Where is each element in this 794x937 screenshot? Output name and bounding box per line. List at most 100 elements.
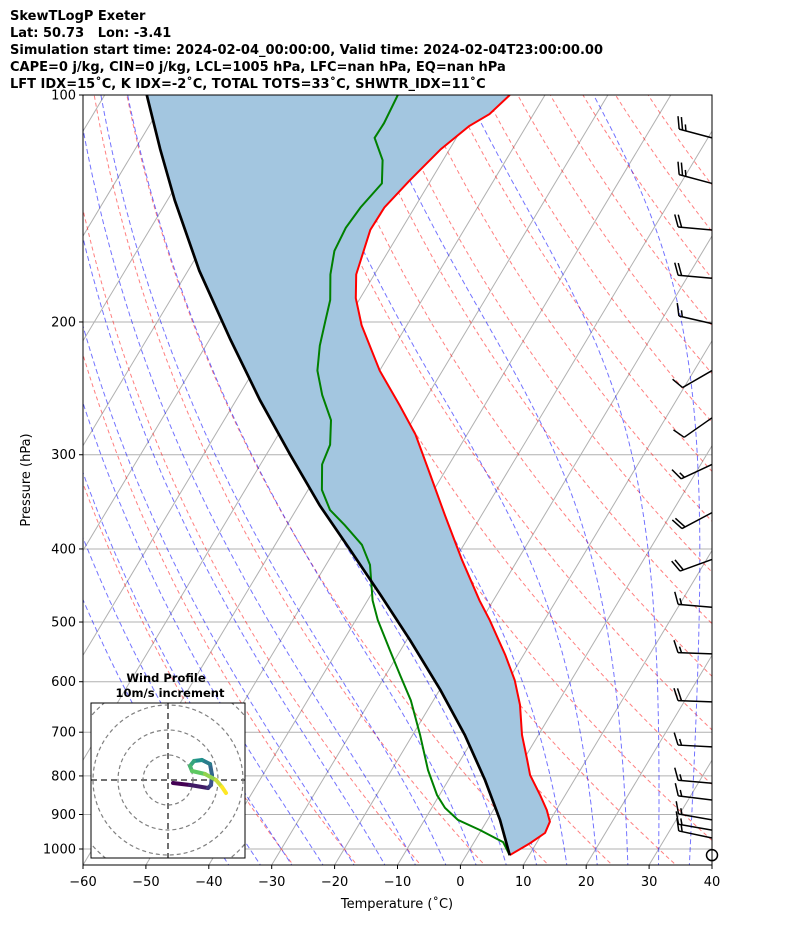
title-line-cape: CAPE=0 j/kg, CIN=0 j/kg, LCL=1005 hPa, L…: [10, 60, 506, 75]
x-tick-label: −40: [195, 875, 222, 890]
wind-barb-full-flag: [675, 801, 680, 815]
wind-barb-half-flag: [680, 825, 683, 832]
wind-barb-full-flag: [673, 429, 685, 438]
dry-adiabat: [582, 95, 712, 280]
hodograph-title: Wind Profile: [126, 671, 206, 685]
y-tick-label: 200: [51, 315, 76, 330]
wind-barb-full-flag: [673, 688, 679, 701]
wind-barb-half-flag: [680, 808, 683, 815]
moist-adiabat: [83, 324, 355, 865]
wind-barb-full-flag: [676, 302, 680, 317]
wind-barb-staff: [678, 274, 713, 279]
isotherm-gridline: [271, 130, 712, 865]
wind-barb: [677, 161, 713, 185]
isotherm-gridline: [459, 444, 712, 865]
wind-barb-full-flag: [674, 767, 679, 781]
moist-adiabat: [83, 471, 293, 865]
moist-adiabat: [100, 95, 447, 865]
x-tick-label: 10: [515, 875, 532, 890]
title-line-station: SkewTLogP Exeter: [10, 9, 146, 24]
wind-barb-full-flag: [673, 732, 679, 746]
wind-barb-full-flag: [677, 262, 683, 276]
moist-adiabat: [83, 235, 386, 865]
x-axis-label: Temperature (˚C): [340, 896, 453, 912]
moist-adiabat: [593, 95, 701, 865]
wind-barb-full-flag: [680, 116, 684, 131]
dewpoint-profile-line: [316, 95, 511, 856]
wind-barb: [673, 732, 713, 748]
dry-adiabat: [419, 95, 712, 523]
moist-adiabat: [83, 125, 417, 865]
wind-barb-staff: [678, 823, 713, 831]
wind-barb: [675, 801, 713, 821]
hodograph-segment: [220, 785, 228, 795]
y-tick-label: 700: [51, 726, 76, 741]
hodograph-segment: [203, 772, 218, 782]
wind-barb-half-flag: [678, 738, 683, 746]
parcel-profile-line: [145, 95, 512, 856]
wind-barb: [671, 463, 713, 480]
wind-barb: [673, 688, 713, 703]
wind-barb-staff: [678, 173, 713, 185]
wind-barb-staff: [678, 128, 713, 139]
dry-adiabat: [83, 207, 422, 865]
x-tick-label: −10: [384, 875, 411, 890]
wind-barb-half-flag: [678, 646, 683, 653]
wind-barb-staff: [678, 830, 713, 839]
dry-adiabat: [452, 95, 712, 473]
wind-barb-staff: [680, 463, 713, 480]
x-tick-label: −30: [258, 875, 285, 890]
wind-barb-half-flag: [680, 310, 684, 317]
wind-barb: [671, 558, 713, 572]
y-tick-label: 100: [51, 89, 76, 104]
wind-barbs: [671, 116, 719, 862]
isotherm-gridline: [585, 654, 712, 865]
hodograph-plot: [91, 703, 245, 858]
wind-barb-staff: [682, 369, 713, 389]
axis-ticks: −60 −50 −40 −30 −20 −10 0 10 20 30 40 100 200 300 400 5…: [43, 89, 720, 891]
isotherm-gridline: [83, 95, 232, 342]
dry-adiabat: [647, 95, 712, 186]
wind-barb-full-flag: [674, 262, 679, 276]
wind-barb-full-flag: [677, 116, 680, 130]
x-tick-label: 30: [641, 875, 658, 890]
wind-barb: [674, 214, 713, 231]
hodograph-segment: [190, 769, 207, 776]
y-axis-label: Pressure (hPa): [19, 433, 34, 526]
wind-barb-full-flag: [671, 469, 682, 480]
wind-barb-full-flag: [671, 519, 683, 530]
isotherm-gridline: [208, 95, 672, 865]
y-tick-label: 500: [51, 616, 76, 631]
dry-adiabat: [614, 95, 712, 233]
wind-barb-half-flag: [679, 472, 685, 478]
x-tick-label: 0: [456, 875, 464, 890]
wind-barb-staff: [677, 699, 713, 703]
isotherm-gridline: [711, 864, 712, 865]
title-line-indices: LFT IDX=15˚C, K IDX=-2˚C, TOTAL TOTS=33˚…: [10, 77, 486, 92]
wind-barb: [671, 511, 713, 530]
moist-adiabat: [127, 95, 477, 865]
x-tick-label: 20: [578, 875, 595, 890]
y-tick-label: 900: [51, 808, 76, 823]
wind-barb-staff: [678, 744, 713, 748]
wind-barb-full-flag: [672, 378, 684, 389]
wind-barb-staff: [679, 558, 713, 572]
wind-barb: [674, 767, 713, 784]
wind-barb-staff: [681, 511, 713, 530]
wind-barb: [673, 417, 713, 438]
wind-barb-full-flag: [671, 560, 681, 572]
wind-barb: [673, 640, 713, 655]
wind-barb: [672, 369, 713, 389]
dry-adiabat: [517, 95, 712, 375]
wind-barb-staff: [678, 813, 713, 821]
wind-barb-full-flag: [673, 640, 679, 653]
dry-adiabat: [289, 95, 712, 731]
isotherm-gridline: [334, 235, 712, 865]
wind-barb-staff: [678, 779, 713, 784]
dry-adiabat: [549, 95, 712, 327]
profiles: [145, 95, 551, 857]
temperature-profile-line: [354, 95, 551, 857]
wind-barb-full-flag: [674, 517, 686, 528]
isotherm-gridline: [396, 339, 712, 865]
wind-barb-staff: [678, 226, 713, 231]
